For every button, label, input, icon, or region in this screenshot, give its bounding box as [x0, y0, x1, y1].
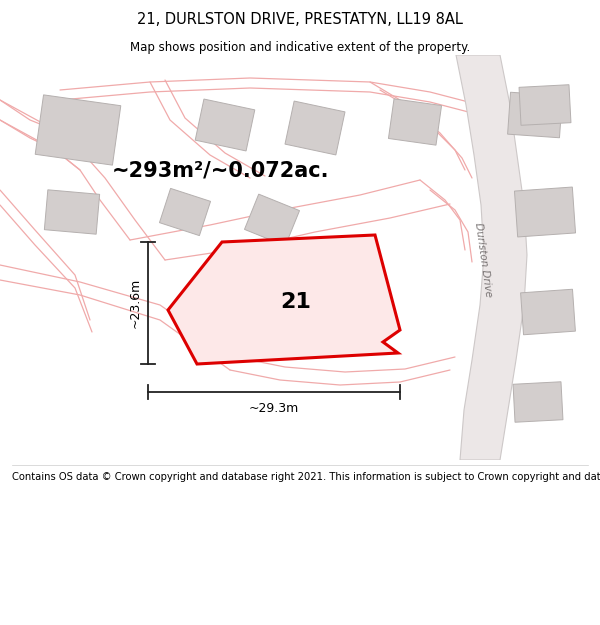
Text: ~293m²/~0.072ac.: ~293m²/~0.072ac.	[111, 160, 329, 180]
Polygon shape	[244, 194, 299, 246]
Polygon shape	[456, 55, 527, 460]
Polygon shape	[44, 190, 100, 234]
Polygon shape	[519, 85, 571, 125]
Text: Map shows position and indicative extent of the property.: Map shows position and indicative extent…	[130, 41, 470, 54]
Polygon shape	[35, 95, 121, 165]
Text: ~23.6m: ~23.6m	[129, 278, 142, 328]
Polygon shape	[513, 382, 563, 423]
Polygon shape	[188, 298, 242, 343]
Polygon shape	[521, 289, 575, 335]
Polygon shape	[388, 99, 442, 145]
Text: 21, DURLSTON DRIVE, PRESTATYN, LL19 8AL: 21, DURLSTON DRIVE, PRESTATYN, LL19 8AL	[137, 12, 463, 27]
Polygon shape	[195, 99, 255, 151]
Text: Durlston Drive: Durlston Drive	[473, 222, 493, 298]
Polygon shape	[508, 92, 562, 138]
Text: 21: 21	[281, 292, 311, 312]
Text: ~29.3m: ~29.3m	[249, 402, 299, 415]
Text: Contains OS data © Crown copyright and database right 2021. This information is : Contains OS data © Crown copyright and d…	[12, 471, 600, 481]
Polygon shape	[514, 187, 575, 237]
Polygon shape	[285, 101, 345, 155]
Polygon shape	[160, 188, 211, 236]
Polygon shape	[168, 235, 400, 364]
